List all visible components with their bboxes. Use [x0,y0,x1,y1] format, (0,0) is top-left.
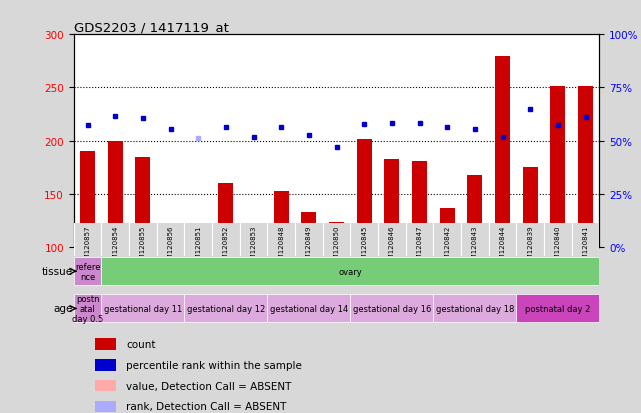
Bar [95,339,116,350]
Bar [274,192,289,248]
Bar [351,295,433,323]
Text: GSM120839: GSM120839 [527,225,533,267]
Text: age: age [54,304,73,314]
Bar [467,176,483,248]
Text: gestational day 18: gestational day 18 [436,304,514,313]
Text: GSM120842: GSM120842 [444,225,450,267]
Text: tissue: tissue [42,266,73,277]
Bar [495,57,510,248]
Bar [74,258,101,285]
Text: GSM120855: GSM120855 [140,225,146,267]
Text: rank, Detection Call = ABSENT: rank, Detection Call = ABSENT [126,401,287,411]
Text: gestational day 14: gestational day 14 [270,304,348,313]
Text: GSM120851: GSM120851 [196,225,201,267]
Text: GSM120846: GSM120846 [389,225,395,267]
Text: GSM120854: GSM120854 [112,225,118,267]
Text: percentile rank within the sample: percentile rank within the sample [126,360,302,370]
Bar [412,161,427,248]
Bar [356,139,372,248]
Text: GSM120847: GSM120847 [417,225,422,267]
Bar [135,157,151,248]
Bar [185,295,267,323]
Text: GSM120841: GSM120841 [583,225,588,267]
Text: GSM120849: GSM120849 [306,225,312,267]
Bar [384,159,399,248]
Bar [108,142,123,248]
Text: GDS2203 / 1417119_at: GDS2203 / 1417119_at [74,21,229,34]
Text: GSM120848: GSM120848 [278,225,284,267]
Bar [101,295,185,323]
Bar [267,295,351,323]
Text: gestational day 12: gestational day 12 [187,304,265,313]
Text: GSM120840: GSM120840 [555,225,561,267]
Text: ovary: ovary [338,267,362,276]
Bar [80,152,95,248]
Bar [550,87,565,248]
Text: postnatal day 2: postnatal day 2 [525,304,590,313]
Text: gestational day 11: gestational day 11 [104,304,182,313]
Bar [517,295,599,323]
Text: GSM120844: GSM120844 [499,225,506,267]
Text: gestational day 16: gestational day 16 [353,304,431,313]
Text: refere
nce: refere nce [75,262,100,281]
Bar [95,380,116,392]
Bar [218,184,233,248]
Bar [433,295,517,323]
Text: GSM120853: GSM120853 [251,225,256,267]
Bar [95,401,116,412]
Text: GSM120852: GSM120852 [223,225,229,267]
Text: GSM120856: GSM120856 [167,225,174,267]
Text: postn
atal
day 0.5: postn atal day 0.5 [72,294,103,323]
Bar [440,209,455,248]
Bar [190,239,206,248]
Text: GSM120843: GSM120843 [472,225,478,267]
Bar [301,213,317,248]
Bar [163,226,178,248]
Bar [95,359,116,371]
Text: GSM120857: GSM120857 [85,225,90,267]
Text: GSM120850: GSM120850 [333,225,340,267]
Bar [74,295,101,323]
Text: count: count [126,339,156,349]
Bar [246,232,261,248]
Text: GSM120845: GSM120845 [361,225,367,267]
Bar [329,222,344,248]
Bar [522,168,538,248]
Bar [578,87,593,248]
Text: value, Detection Call = ABSENT: value, Detection Call = ABSENT [126,381,292,391]
